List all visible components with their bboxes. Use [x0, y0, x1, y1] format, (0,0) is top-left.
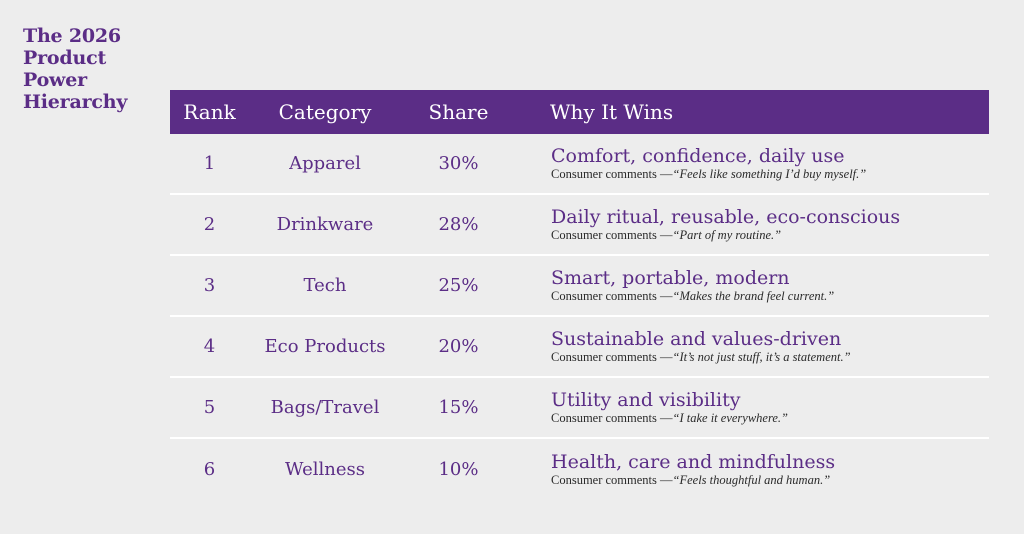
comment-quote: “Part of my routine.” [672, 228, 782, 242]
comment-quote: “Makes the brand feel current.” [672, 289, 835, 303]
comment-prefix: Consumer comments — [551, 289, 673, 303]
share-cell: 15% [438, 397, 479, 418]
consumer-comment: Consumer comments —“Feels thoughtful and… [551, 473, 989, 487]
why-cell: Health, care and mindfulness Consumer co… [516, 451, 989, 488]
why-summary: Health, care and mindfulness [551, 451, 836, 473]
comment-prefix: Consumer comments — [551, 411, 673, 425]
comment-prefix: Consumer comments — [551, 228, 673, 242]
consumer-comment: Consumer comments —“I take it everywhere… [551, 411, 989, 425]
table-row: 6 Wellness 10% Health, care and mindfuln… [170, 439, 989, 500]
table-header: Rank Category Share Why It Wins [170, 90, 989, 134]
why-summary: Daily ritual, reusable, eco-conscious [551, 206, 901, 228]
why-summary: Utility and visibility [551, 389, 741, 411]
category-cell: Apparel [289, 153, 361, 174]
rank-cell: 2 [203, 214, 216, 235]
category-cell: Eco Products [264, 336, 386, 357]
share-cell: 30% [438, 153, 479, 174]
comment-quote: “Feels thoughtful and human.” [672, 473, 831, 487]
consumer-comment: Consumer comments —“Makes the brand feel… [551, 289, 989, 303]
comment-prefix: Consumer comments — [551, 167, 673, 181]
table-row: 3 Tech 25% Smart, portable, modern Consu… [170, 256, 989, 317]
comment-quote: “I take it everywhere.” [672, 411, 788, 425]
category-cell: Wellness [285, 459, 365, 480]
why-cell: Daily ritual, reusable, eco-conscious Co… [516, 206, 989, 243]
consumer-comment: Consumer comments —“It’s not just stuff,… [551, 350, 989, 364]
share-cell: 20% [438, 336, 479, 357]
page-title: The 2026 Product Power Hierarchy [23, 25, 128, 113]
rank-cell: 1 [203, 153, 216, 174]
comment-prefix: Consumer comments — [551, 350, 673, 364]
product-hierarchy-table: Rank Category Share Why It Wins 1 Appare… [170, 90, 989, 500]
header-rank: Rank [183, 100, 236, 124]
why-cell: Smart, portable, modern Consumer comment… [516, 267, 989, 304]
category-cell: Bags/Travel [270, 397, 380, 418]
rank-cell: 5 [203, 397, 216, 418]
why-summary: Comfort, confidence, daily use [551, 145, 845, 167]
share-cell: 25% [438, 275, 479, 296]
rank-cell: 4 [203, 336, 216, 357]
rank-cell: 3 [203, 275, 216, 296]
why-cell: Utility and visibility Consumer comments… [516, 389, 989, 426]
table-row: 4 Eco Products 20% Sustainable and value… [170, 317, 989, 378]
consumer-comment: Consumer comments —“Part of my routine.” [551, 228, 989, 242]
why-summary: Smart, portable, modern [551, 267, 790, 289]
rank-cell: 6 [203, 459, 216, 480]
table-row: 5 Bags/Travel 15% Utility and visibility… [170, 378, 989, 439]
comment-quote: “Feels like something I’d buy myself.” [672, 167, 867, 181]
share-cell: 28% [438, 214, 479, 235]
why-summary: Sustainable and values-driven [551, 328, 842, 350]
why-cell: Comfort, confidence, daily use Consumer … [516, 145, 989, 182]
header-category: Category [278, 100, 372, 124]
share-cell: 10% [438, 459, 479, 480]
category-cell: Drinkware [276, 214, 374, 235]
header-share: Share [428, 100, 489, 124]
header-why: Why It Wins [550, 100, 674, 124]
comment-quote: “It’s not just stuff, it’s a statement.” [672, 350, 851, 364]
why-cell: Sustainable and values-driven Consumer c… [516, 328, 989, 365]
table-row: 1 Apparel 30% Comfort, confidence, daily… [170, 134, 989, 195]
consumer-comment: Consumer comments —“Feels like something… [551, 167, 989, 181]
comment-prefix: Consumer comments — [551, 473, 673, 487]
table-row: 2 Drinkware 28% Daily ritual, reusable, … [170, 195, 989, 256]
category-cell: Tech [303, 275, 347, 296]
